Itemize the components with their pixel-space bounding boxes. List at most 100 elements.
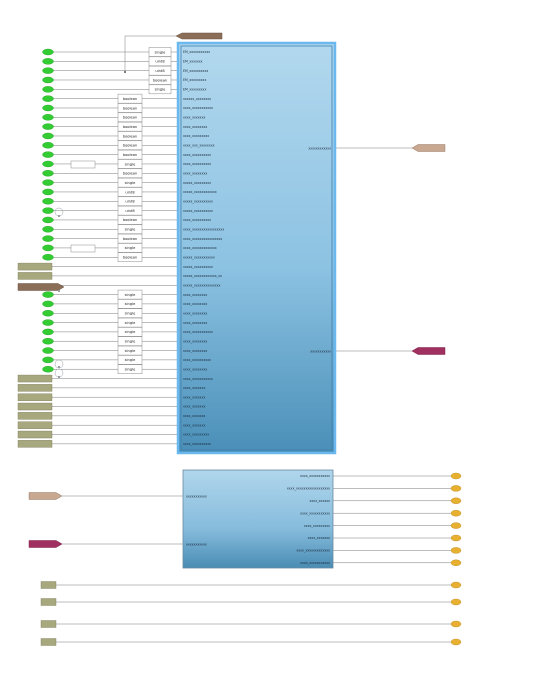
inport-block[interactable] [42,356,54,364]
inport-block[interactable] [42,244,54,252]
data-type-conversion-block[interactable] [117,317,143,328]
inport-block[interactable] [42,170,54,177]
data-type-conversion-block[interactable] [117,205,143,216]
data-type-conversion-block[interactable] [117,187,143,197]
main-subsystem[interactable] [176,41,337,455]
inport-block[interactable] [42,319,54,326]
constant-block[interactable] [70,160,96,169]
inport-block[interactable] [42,151,54,158]
from-block[interactable] [40,581,57,589]
outport-block[interactable] [450,522,462,529]
data-type-conversion-block[interactable] [117,168,143,179]
inport-block[interactable] [42,95,54,102]
inport-block[interactable] [42,188,54,196]
data-type-conversion-block[interactable] [117,196,143,207]
data-type-conversion-block[interactable] [148,47,172,57]
data-type-conversion-block[interactable] [117,345,143,356]
data-type-conversion-block[interactable] [117,243,143,253]
inport-block[interactable] [42,310,54,317]
from-tag-lower-input-2[interactable] [28,540,63,548]
from-block[interactable] [17,262,53,271]
inport-block[interactable] [42,132,54,140]
data-type-conversion-block[interactable] [117,336,143,346]
outport-block[interactable] [450,547,462,554]
data-type-conversion-block[interactable] [117,252,143,263]
from-block[interactable] [17,384,53,392]
data-type-conversion-block[interactable] [117,327,143,337]
inport-block[interactable] [42,254,54,261]
inport-block[interactable] [42,291,54,298]
inport-block[interactable] [42,328,54,336]
inport-block[interactable] [42,300,54,308]
inport-block[interactable] [42,207,54,214]
from-block[interactable] [40,598,57,606]
data-type-conversion-block[interactable] [148,75,172,85]
data-type-conversion-block[interactable] [117,140,143,151]
inport-block[interactable] [42,114,54,121]
inport-block[interactable] [42,48,54,56]
inport-block[interactable] [42,58,54,65]
data-type-conversion-block[interactable] [117,112,143,123]
data-type-conversion-block[interactable] [117,177,143,188]
data-type-conversion-block[interactable] [117,308,143,318]
data-type-conversion-block[interactable] [117,103,143,113]
inport-block[interactable] [42,142,54,149]
from-block[interactable] [17,393,53,401]
inport-block[interactable] [42,338,54,345]
data-type-conversion-block[interactable] [117,355,143,365]
from-block[interactable] [17,402,53,411]
data-type-conversion-block[interactable] [117,215,143,225]
outport-block[interactable] [450,534,462,542]
from-block[interactable] [40,620,57,628]
data-type-conversion-block[interactable] [117,299,143,309]
outport-block[interactable] [450,598,462,606]
from-tag-lower-input-1[interactable] [28,492,63,500]
data-type-conversion-block[interactable] [117,121,143,132]
inport-block[interactable] [42,104,54,112]
data-type-conversion-block[interactable] [148,56,172,67]
goto-tag-main-output-1[interactable] [411,144,446,152]
from-block[interactable] [17,421,53,429]
lower-subsystem[interactable] [182,469,334,569]
outport-block[interactable] [450,581,462,589]
data-type-conversion-block[interactable] [117,93,143,104]
from-block[interactable] [17,430,53,439]
outport-block[interactable] [450,638,462,646]
outport-block[interactable] [450,485,462,492]
outport-block[interactable] [450,559,462,566]
data-type-conversion-block[interactable] [117,159,143,169]
inport-block[interactable] [42,179,54,186]
inport-block[interactable] [42,235,54,242]
inport-block[interactable] [42,160,54,168]
inport-block[interactable] [42,67,54,74]
data-type-conversion-block[interactable] [148,84,172,95]
inport-block[interactable] [42,198,54,205]
inport-block[interactable] [42,347,54,354]
from-block[interactable] [17,272,53,280]
from-block[interactable] [40,638,57,646]
data-type-conversion-block[interactable] [117,233,143,244]
data-type-conversion-block[interactable] [117,224,143,235]
from-block[interactable] [17,374,53,383]
inport-block[interactable] [42,123,54,130]
from-block[interactable] [17,440,53,448]
from-tag-brown[interactable] [17,283,65,291]
from-block[interactable] [17,412,53,420]
data-type-conversion-block[interactable] [117,289,143,300]
inport-block[interactable] [42,366,54,373]
constant-block[interactable] [70,244,96,253]
inport-block[interactable] [42,216,54,224]
goto-tag-main-output-2[interactable] [411,347,446,355]
data-type-conversion-block[interactable] [117,364,143,374]
data-type-conversion-block[interactable] [117,131,143,141]
data-type-conversion-block[interactable] [148,65,172,76]
inport-block[interactable] [42,76,54,84]
outport-block[interactable] [450,510,462,517]
outport-block[interactable] [450,497,462,504]
inport-block[interactable] [42,86,54,93]
outport-block[interactable] [450,472,462,480]
outport-block[interactable] [450,620,462,628]
goto-tag-top[interactable] [175,32,223,40]
data-type-conversion-block[interactable] [117,149,143,160]
inport-block[interactable] [42,226,54,233]
